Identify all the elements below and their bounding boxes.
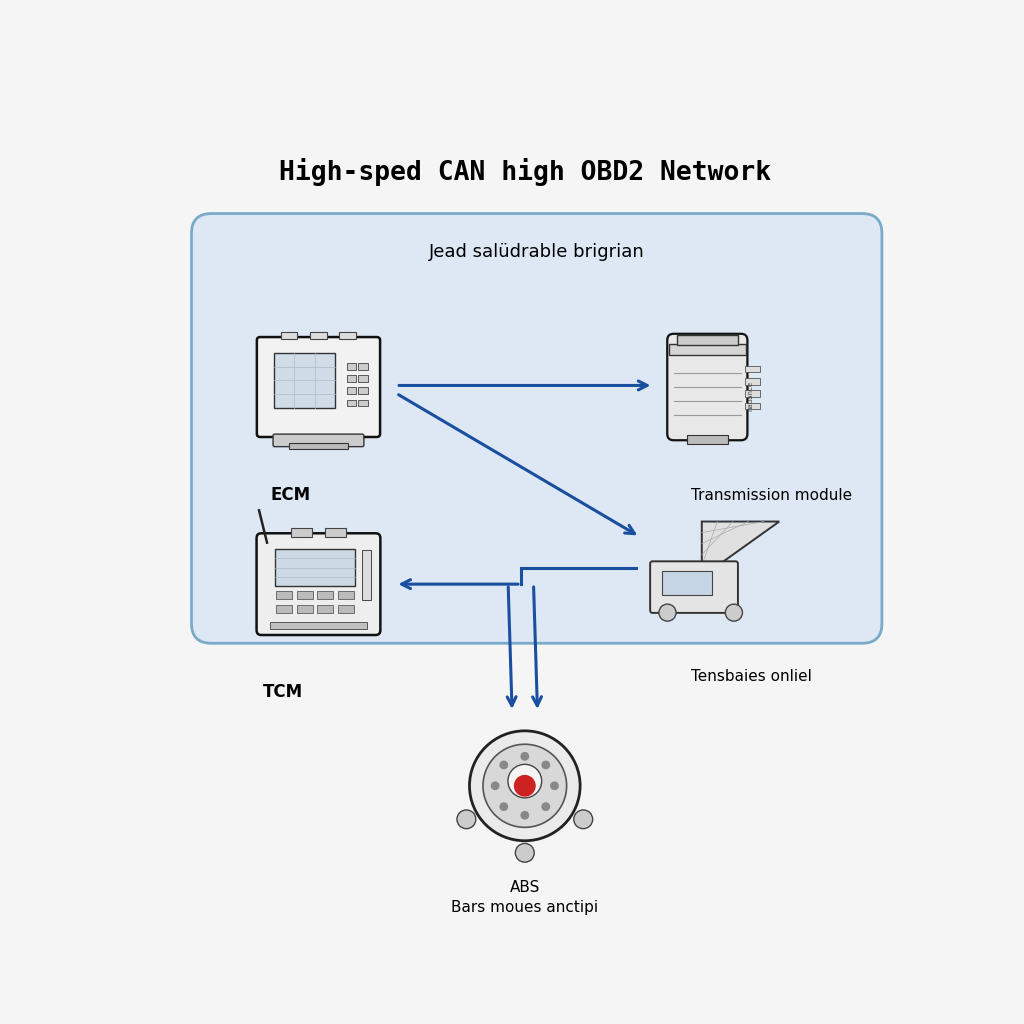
Text: ECM: ECM [270, 485, 311, 504]
Bar [346, 399, 356, 407]
Bar [338, 591, 354, 599]
Bar [358, 376, 368, 382]
Bar [317, 605, 334, 613]
Text: Jead salüdrable brigrian: Jead salüdrable brigrian [429, 243, 644, 261]
Bar [281, 332, 297, 339]
Bar [663, 571, 713, 595]
FancyBboxPatch shape [257, 534, 380, 635]
Circle shape [508, 764, 542, 798]
Circle shape [573, 810, 593, 828]
Bar [745, 378, 760, 385]
Bar [687, 435, 728, 444]
Bar [338, 605, 354, 613]
Circle shape [521, 812, 528, 819]
Bar [340, 332, 356, 339]
Text: Transmission module: Transmission module [691, 488, 853, 503]
Bar [276, 605, 292, 613]
Circle shape [658, 604, 676, 622]
Circle shape [521, 753, 528, 760]
Text: High-sped CAN high OBD2 Network: High-sped CAN high OBD2 Network [279, 159, 771, 186]
Circle shape [483, 744, 566, 827]
Circle shape [500, 803, 508, 810]
Circle shape [725, 604, 742, 622]
Bar [669, 344, 746, 355]
Bar [745, 390, 760, 397]
Bar [521, 846, 528, 860]
Bar [326, 527, 346, 538]
Bar [270, 622, 367, 630]
Text: TCM: TCM [263, 683, 303, 700]
Circle shape [551, 782, 558, 790]
Bar [291, 527, 311, 538]
Bar [346, 364, 356, 370]
Bar [677, 336, 737, 345]
Bar [361, 550, 371, 600]
Bar [317, 591, 334, 599]
Bar [310, 332, 327, 339]
Bar [463, 812, 470, 826]
Bar [745, 366, 760, 373]
Circle shape [514, 775, 536, 797]
Bar [297, 605, 312, 613]
Circle shape [457, 810, 476, 828]
Text: ABS
Bars moues anctipi: ABS Bars moues anctipi [452, 880, 598, 914]
Bar [297, 591, 312, 599]
Circle shape [515, 844, 535, 862]
Bar [580, 812, 587, 826]
Bar [276, 591, 292, 599]
Bar [358, 399, 368, 407]
Text: nauance: nauance [748, 381, 754, 412]
Polygon shape [701, 521, 779, 577]
FancyBboxPatch shape [650, 561, 738, 613]
Bar [745, 402, 760, 409]
Bar [346, 376, 356, 382]
FancyBboxPatch shape [668, 334, 748, 440]
Circle shape [542, 803, 550, 810]
Bar [275, 549, 355, 586]
Circle shape [500, 761, 508, 769]
Circle shape [542, 761, 550, 769]
Bar [274, 353, 335, 408]
FancyBboxPatch shape [257, 337, 380, 437]
FancyBboxPatch shape [273, 434, 364, 446]
Bar [358, 364, 368, 370]
Bar [346, 387, 356, 394]
Circle shape [492, 782, 499, 790]
Bar [289, 442, 348, 450]
Bar [358, 387, 368, 394]
Text: Tensbaies onliel: Tensbaies onliel [691, 670, 812, 684]
FancyBboxPatch shape [191, 214, 882, 643]
Circle shape [469, 731, 581, 841]
